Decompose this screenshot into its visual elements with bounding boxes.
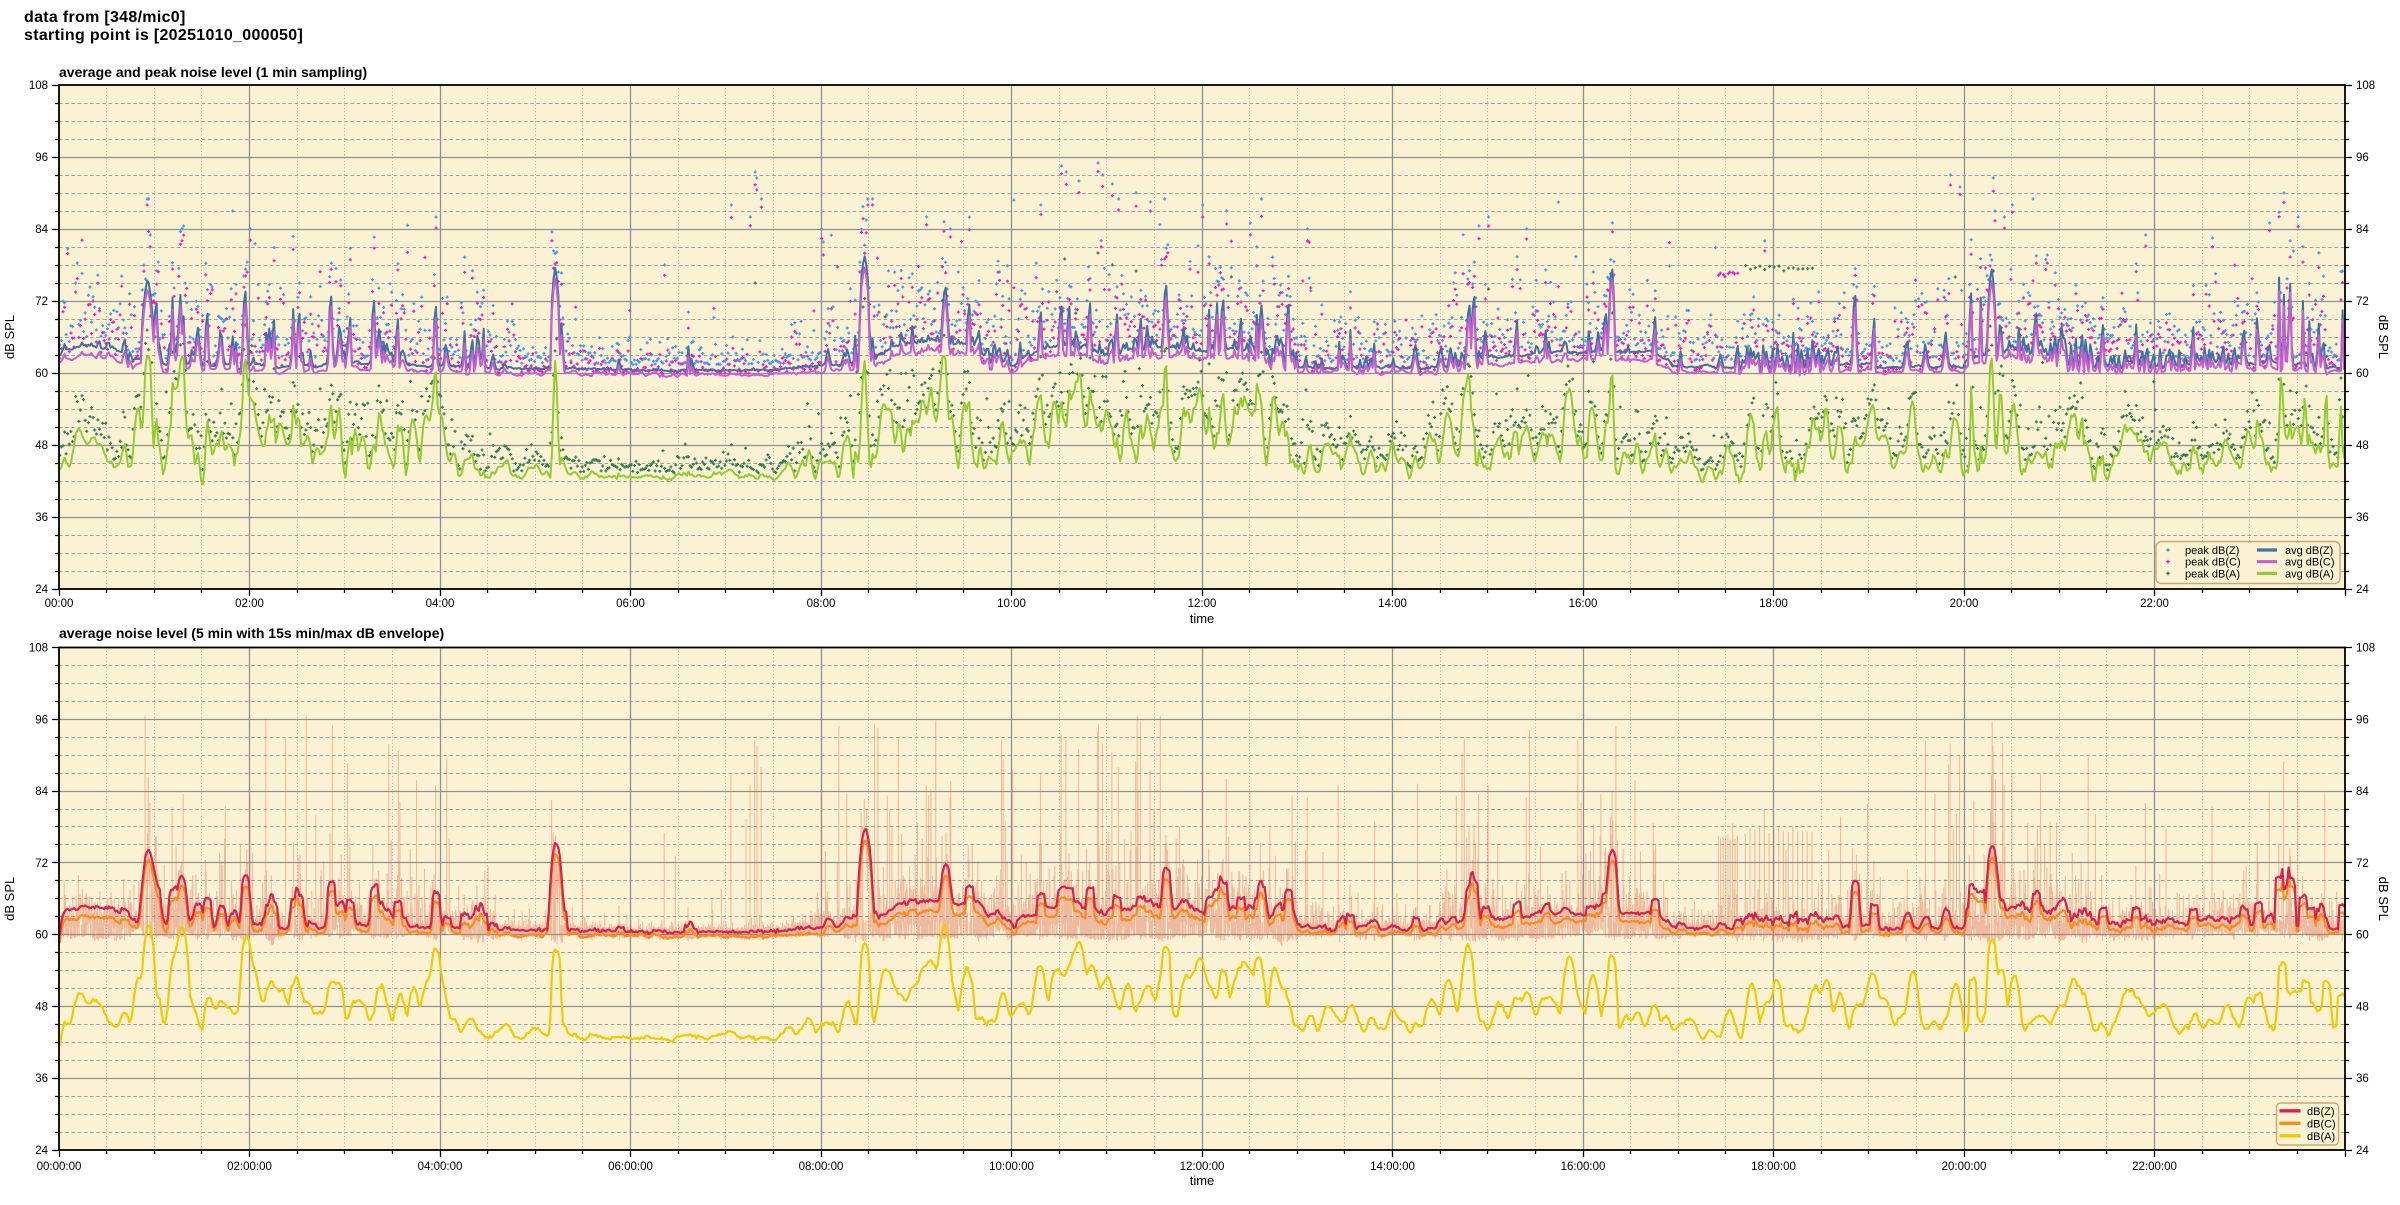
svg-text:16:00:00: 16:00:00: [1561, 1161, 1606, 1173]
svg-text:60: 60: [2356, 930, 2369, 942]
svg-text:60: 60: [35, 930, 48, 942]
svg-text:02:00: 02:00: [235, 598, 264, 610]
svg-text:average noise level (5 min wit: average noise level (5 min with 15s min/…: [59, 625, 444, 641]
svg-text:dB(C): dB(C): [2307, 1118, 2336, 1130]
svg-text:16:00: 16:00: [1569, 598, 1598, 610]
svg-text:starting point is [20251010_00: starting point is [20251010_000050]: [24, 27, 303, 44]
svg-text:60: 60: [35, 368, 48, 380]
svg-text:dB SPL: dB SPL: [2376, 877, 2391, 921]
svg-text:20:00:00: 20:00:00: [1942, 1161, 1987, 1173]
svg-text:24: 24: [2356, 584, 2369, 596]
svg-text:04:00:00: 04:00:00: [418, 1161, 463, 1173]
svg-text:48: 48: [2356, 440, 2369, 452]
svg-text:36: 36: [2356, 512, 2369, 524]
svg-text:avg dB(Z): avg dB(Z): [2285, 545, 2333, 557]
svg-text:108: 108: [29, 643, 48, 655]
svg-text:108: 108: [2356, 80, 2375, 92]
svg-text:84: 84: [35, 786, 48, 798]
svg-text:72: 72: [35, 858, 48, 870]
svg-text:06:00:00: 06:00:00: [608, 1161, 653, 1173]
svg-text:dB(Z): dB(Z): [2307, 1106, 2335, 1118]
svg-text:02:00:00: 02:00:00: [227, 1161, 272, 1173]
svg-text:36: 36: [35, 512, 48, 524]
svg-text:06:00: 06:00: [616, 598, 645, 610]
svg-text:96: 96: [35, 152, 48, 164]
svg-text:04:00: 04:00: [426, 598, 455, 610]
svg-text:72: 72: [35, 296, 48, 308]
svg-text:peak dB(Z): peak dB(Z): [2185, 545, 2239, 557]
svg-text:24: 24: [2356, 1145, 2369, 1157]
svg-text:dB(A): dB(A): [2307, 1131, 2335, 1143]
svg-text:dB SPL: dB SPL: [2376, 315, 2391, 359]
svg-text:72: 72: [2356, 296, 2369, 308]
svg-text:avg dB(A): avg dB(A): [2285, 568, 2334, 580]
svg-text:00:00:00: 00:00:00: [37, 1161, 82, 1173]
svg-text:96: 96: [2356, 152, 2369, 164]
svg-text:22:00: 22:00: [2140, 598, 2169, 610]
svg-text:dB SPL: dB SPL: [2, 877, 17, 921]
svg-text:48: 48: [35, 1001, 48, 1013]
svg-text:avg dB(C): avg dB(C): [2285, 557, 2335, 569]
svg-text:36: 36: [2356, 1073, 2369, 1085]
svg-text:84: 84: [2356, 224, 2369, 236]
svg-text:data from [348/mic0]: data from [348/mic0]: [24, 9, 186, 26]
svg-text:22:00:00: 22:00:00: [2132, 1161, 2177, 1173]
svg-text:96: 96: [35, 714, 48, 726]
svg-text:10:00:00: 10:00:00: [989, 1161, 1034, 1173]
svg-text:14:00: 14:00: [1378, 598, 1407, 610]
svg-text:dB SPL: dB SPL: [2, 315, 17, 359]
svg-text:average and peak noise level (: average and peak noise level (1 min samp…: [59, 64, 367, 80]
svg-text:12:00: 12:00: [1188, 598, 1217, 610]
svg-text:time: time: [1190, 611, 1215, 626]
svg-text:72: 72: [2356, 858, 2369, 870]
svg-text:96: 96: [2356, 714, 2369, 726]
svg-text:18:00: 18:00: [1759, 598, 1788, 610]
svg-text:00:00: 00:00: [45, 598, 74, 610]
svg-text:36: 36: [35, 1073, 48, 1085]
svg-text:10:00: 10:00: [997, 598, 1026, 610]
svg-text:60: 60: [2356, 368, 2369, 380]
svg-text:peak dB(A): peak dB(A): [2185, 568, 2240, 580]
svg-text:84: 84: [35, 224, 48, 236]
svg-text:18:00:00: 18:00:00: [1751, 1161, 1796, 1173]
svg-text:peak dB(C): peak dB(C): [2185, 557, 2241, 569]
svg-text:48: 48: [35, 440, 48, 452]
svg-text:84: 84: [2356, 786, 2369, 798]
svg-text:08:00:00: 08:00:00: [799, 1161, 844, 1173]
svg-text:24: 24: [35, 584, 48, 596]
svg-text:20:00: 20:00: [1950, 598, 1979, 610]
svg-text:24: 24: [35, 1145, 48, 1157]
svg-text:12:00:00: 12:00:00: [1180, 1161, 1225, 1173]
svg-text:08:00: 08:00: [807, 598, 836, 610]
svg-text:108: 108: [2356, 643, 2375, 655]
svg-text:time: time: [1190, 1173, 1215, 1188]
svg-text:108: 108: [29, 80, 48, 92]
svg-text:14:00:00: 14:00:00: [1370, 1161, 1415, 1173]
svg-text:48: 48: [2356, 1001, 2369, 1013]
